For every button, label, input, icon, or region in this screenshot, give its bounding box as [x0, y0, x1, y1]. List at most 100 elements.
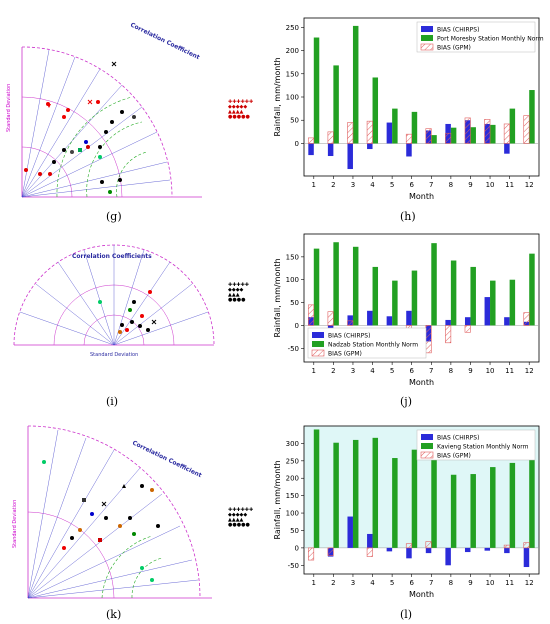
y-tick-label: -50 — [288, 562, 299, 570]
taylor-i-legend: ✚✚✚✚✚ ◆◆◆◆ ▲▲▲ ●●●● — [228, 282, 249, 303]
x-tick-label: 9 — [468, 579, 472, 587]
y-tick-label: 200 — [286, 47, 299, 55]
bar-h-s0-m11 — [504, 143, 510, 154]
bar-j-s0-m11 — [504, 317, 510, 326]
panel-label-k: (k) — [106, 608, 122, 621]
bar-h-s0-m3 — [347, 143, 353, 170]
y-tick-label: 150 — [286, 492, 299, 500]
panel-label-i: (i) — [106, 395, 119, 408]
legend-swatch — [421, 26, 433, 32]
panel-label-j: (j) — [400, 395, 412, 408]
bar-j-s0-m3 — [347, 315, 353, 326]
bar-h-s2-m6 — [405, 133, 413, 144]
bar-l-s0-m9 — [464, 547, 471, 553]
x-axis-label: Month — [409, 378, 434, 387]
y-tick-label: 100 — [286, 276, 299, 284]
bar-l-s0-m10 — [484, 547, 491, 551]
bar-h-s1-m6 — [411, 111, 418, 144]
legend-swatch — [421, 443, 433, 449]
bar-h-s2-m8 — [445, 132, 452, 144]
legend-swatch — [311, 349, 325, 357]
panel-label-h: (h) — [400, 210, 416, 223]
bar-h-s2-m7 — [425, 128, 432, 144]
taylor-k-legend: ✚✚✚✚✚✚ ◆◆◆◆◆ ▲▲▲▲ ●●●●● — [228, 507, 254, 528]
x-tick-label: 3 — [351, 367, 355, 375]
bar-j-s0-m5 — [386, 316, 393, 326]
bar-j-s0-m4 — [367, 310, 373, 326]
legend-swatch — [421, 35, 433, 41]
x-tick-label: 6 — [409, 367, 414, 375]
bar-h-s1-m3 — [352, 25, 359, 144]
bar-h-s2-m3 — [347, 122, 354, 144]
bar-h-s1-m7 — [431, 135, 437, 144]
y-tick-label: 50 — [290, 117, 299, 125]
x-tick-label: 10 — [486, 367, 495, 375]
x-tick-label: 8 — [449, 367, 453, 375]
bar-l-s2-m4 — [366, 547, 373, 557]
legend-swatch — [420, 451, 434, 459]
legend-swatch — [312, 341, 324, 347]
y-tick-label: 150 — [286, 70, 299, 78]
legend-box — [416, 21, 536, 53]
bar-j-s1-m6 — [411, 270, 418, 326]
bar-h-s1-m11 — [509, 108, 516, 144]
taylor-diagram-g: Correlation Coefficient Standard Deviati… — [6, 22, 202, 198]
taylor-k-sd-label: Standard Deviation — [12, 500, 18, 548]
legend-box — [416, 429, 536, 461]
x-tick-label: 2 — [331, 181, 335, 189]
taylor-diagram-i: Correlation Coefficients Standard Deviat… — [13, 244, 215, 358]
plot-frame — [303, 233, 540, 363]
bar-h-s2-m2 — [327, 131, 334, 144]
bar-h-s2-m9 — [464, 117, 471, 144]
x-tick-label: 12 — [525, 181, 534, 189]
legend-swatch — [421, 434, 433, 440]
bar-l-s1-m4 — [372, 437, 379, 548]
taylor-g-corr-label: Correlation Coefficient — [129, 22, 201, 62]
x-tick-label: 5 — [390, 181, 394, 189]
x-tick-label: 2 — [331, 579, 335, 587]
y-tick-label: 250 — [286, 24, 299, 32]
bar-h-s0-m4 — [367, 143, 373, 150]
bar-j-s2-m1 — [308, 304, 315, 326]
x-tick-label: 11 — [505, 579, 514, 587]
taylor-g-points — [24, 61, 136, 194]
x-tick-label: 2 — [331, 367, 335, 375]
y-tick-label: 50 — [290, 299, 299, 307]
bar-l-s1-m12 — [529, 451, 535, 548]
x-tick-label: 3 — [351, 181, 355, 189]
y-tick-label: -50 — [288, 345, 299, 353]
taylor-g-radials — [21, 49, 171, 198]
bar-j-s0-m9 — [464, 317, 471, 326]
bar-j-s1-m1 — [313, 248, 320, 326]
bar-j-s1-m7 — [431, 243, 437, 326]
bar-l-s0-m7 — [425, 547, 432, 554]
legend-entry: BIAS (CHIRPS) — [328, 333, 370, 340]
bar-j-s0-m10 — [484, 297, 491, 326]
bar-h-s1-m1 — [313, 37, 320, 144]
x-tick-label: 1 — [312, 181, 316, 189]
legend-box — [307, 327, 427, 359]
y-tick-label: 250 — [286, 457, 299, 465]
bar-h-s0-m1 — [308, 143, 314, 156]
legend-entry: BIAS (CHIRPS) — [437, 435, 479, 442]
y-axis-label: Rainfall, mm/month — [273, 460, 282, 539]
bar-h-s1-m5 — [392, 108, 398, 144]
y-axis-label: Rainfall, mm/month — [273, 258, 282, 337]
bar-h-s2-m4 — [366, 120, 373, 144]
taylor-g-legend: ✚✚✚✚✚✚ ◆◆◆◆◆ ▲▲▲▲ ●●●●● — [228, 99, 254, 120]
y-tick-label: 300 — [286, 440, 299, 448]
bar-l-s0-m8 — [445, 547, 451, 566]
bar-j-s1-m12 — [529, 253, 535, 326]
bar-l-s1-m7 — [431, 455, 437, 548]
x-tick-label: 12 — [525, 367, 534, 375]
bar-l-s0-m12 — [523, 547, 530, 568]
x-axis-label: Month — [409, 192, 434, 201]
bar-l-s1-m5 — [392, 458, 398, 548]
bar-l-s2-m12 — [523, 542, 530, 549]
bar-l-s1-m2 — [333, 442, 339, 548]
legend-entry: BIAS (GPM) — [328, 351, 362, 358]
bar-h-s0-m2 — [327, 143, 334, 157]
x-axis-label: Month — [409, 590, 434, 599]
y-tick-label: 200 — [286, 475, 299, 483]
